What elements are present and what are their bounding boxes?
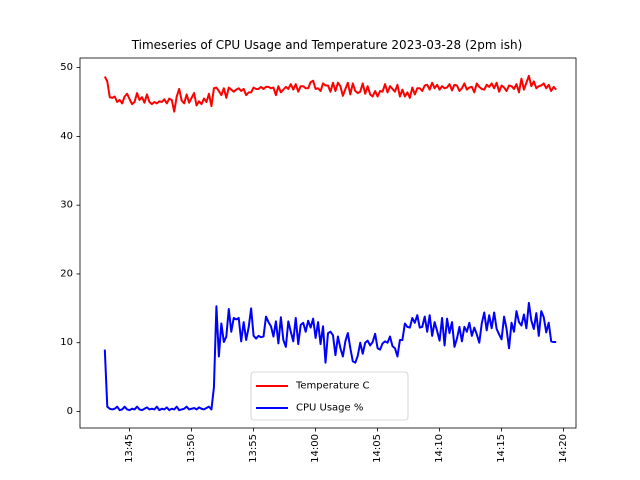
chart-title: Timeseries of CPU Usage and Temperature … <box>131 38 523 52</box>
x-tick-label: 14:00 <box>310 434 321 463</box>
x-tick-label: 14:10 <box>434 434 445 463</box>
y-tick-label: 50 <box>60 62 73 73</box>
plot-frame <box>79 57 577 429</box>
y-tick-label: 0 <box>67 406 73 417</box>
y-tick-label: 40 <box>60 131 73 142</box>
y-tick-label: 10 <box>60 337 73 348</box>
x-tick-label: 13:55 <box>248 434 259 463</box>
plot-area <box>103 74 557 412</box>
series-line-0 <box>103 74 557 113</box>
y-axis: 0 10 20 30 40 50 <box>60 62 80 417</box>
legend-label-1: CPU Usage % <box>296 403 363 414</box>
legend: Temperature C CPU Usage % <box>250 371 409 421</box>
x-tick-label: 14:05 <box>372 434 383 463</box>
x-axis: 13:45 13:50 13:55 14:00 14:05 14:10 14:15 14:20 <box>124 428 569 463</box>
legend-box <box>250 371 409 421</box>
y-tick-label: 20 <box>60 268 73 279</box>
x-tick-label: 14:20 <box>558 434 569 463</box>
x-tick-label: 14:15 <box>496 434 507 463</box>
series-line-1 <box>103 301 557 412</box>
legend-label-0: Temperature C <box>295 381 370 392</box>
x-tick-label: 13:45 <box>124 434 135 463</box>
y-tick-label: 30 <box>60 200 73 211</box>
x-tick-label: 13:50 <box>186 434 197 463</box>
